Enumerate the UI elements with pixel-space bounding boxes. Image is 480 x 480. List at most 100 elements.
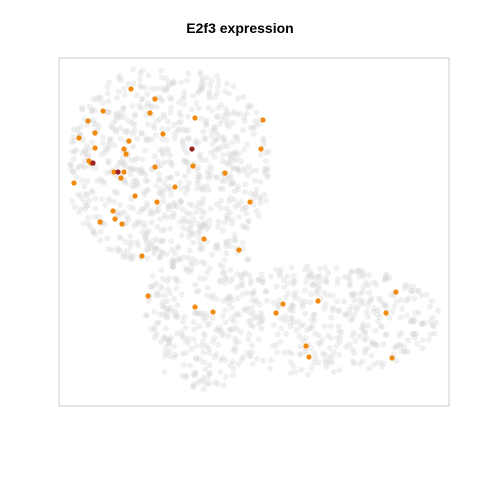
background-cell-point <box>349 332 356 339</box>
background-cell-point <box>260 138 267 145</box>
background-cell-point <box>190 216 197 223</box>
background-cell-point <box>129 119 136 126</box>
background-cell-point <box>185 134 192 141</box>
background-cell-point <box>158 267 165 274</box>
background-cell-point <box>70 169 77 176</box>
background-cell-point <box>183 372 190 379</box>
background-cell-point <box>183 77 190 84</box>
expression-point <box>222 170 228 176</box>
background-cell-point <box>142 147 149 154</box>
background-cell-point <box>154 158 161 165</box>
background-cell-point <box>108 123 115 130</box>
background-cell-point <box>142 171 149 178</box>
background-cell-point <box>250 290 257 297</box>
background-cell-point <box>114 190 120 196</box>
background-cell-point <box>307 299 314 306</box>
background-cell-point <box>245 104 252 111</box>
background-cell-point <box>414 341 421 347</box>
background-cell-point <box>312 275 319 282</box>
background-cell-point <box>164 305 170 312</box>
background-cell-point <box>194 310 201 317</box>
background-cell-point <box>130 143 137 150</box>
background-cell-point <box>306 325 313 332</box>
background-cell-point <box>92 165 98 171</box>
background-cell-point <box>190 383 197 390</box>
background-cell-point <box>148 325 154 332</box>
background-cell-point <box>201 209 208 216</box>
background-cell-point <box>227 174 234 181</box>
background-cell-point <box>131 113 138 120</box>
background-cell-point <box>304 263 311 270</box>
background-cell-point <box>221 257 228 264</box>
background-cell-point <box>173 203 180 210</box>
background-cell-point <box>132 166 139 173</box>
background-cell-point <box>232 150 239 157</box>
background-cell-point <box>81 147 88 154</box>
background-cell-point <box>383 271 390 278</box>
background-cell-point <box>71 149 78 155</box>
background-cell-point <box>208 149 215 156</box>
background-cell-point <box>237 158 244 165</box>
background-cell-point <box>297 297 303 304</box>
background-cell-point <box>302 335 309 342</box>
background-cell-point <box>180 95 187 102</box>
background-cell-point <box>195 233 202 240</box>
background-cell-point <box>203 226 210 232</box>
background-cell-point <box>411 317 418 324</box>
background-cell-point <box>334 335 341 341</box>
background-cell-point <box>287 323 294 330</box>
expression-point <box>273 310 279 316</box>
background-cell-point <box>173 285 180 292</box>
background-cell-point <box>187 269 193 276</box>
background-cell-point <box>405 283 412 290</box>
background-cell-point <box>70 126 77 133</box>
background-cell-point <box>276 272 283 279</box>
background-cell-point <box>193 209 200 216</box>
background-cell-point <box>148 103 155 110</box>
background-cell-point <box>105 142 112 149</box>
background-cell-point <box>198 185 205 192</box>
background-cell-point <box>223 105 229 112</box>
background-cell-point <box>240 127 247 134</box>
background-cell-point <box>230 347 237 353</box>
background-cell-point <box>269 342 276 349</box>
background-cell-point <box>309 281 316 288</box>
background-cell-point <box>405 337 411 344</box>
background-cell-point <box>373 342 380 349</box>
background-cell-point <box>225 150 232 157</box>
background-cell-point <box>144 121 151 128</box>
background-cell-point <box>203 122 210 129</box>
expression-point <box>126 138 132 144</box>
background-cell-point <box>330 349 337 356</box>
background-cell-point <box>265 148 272 155</box>
background-cell-point <box>161 159 168 166</box>
background-cell-point <box>139 156 146 163</box>
background-cell-point <box>413 287 420 294</box>
background-cell-point <box>245 256 252 263</box>
background-cell-point <box>157 146 163 153</box>
background-cell-point <box>218 332 225 339</box>
background-cell-point <box>324 332 331 339</box>
background-cell-point <box>238 356 245 363</box>
background-cell-point <box>288 315 295 322</box>
background-cell-point <box>158 126 165 133</box>
background-cell-point <box>90 96 97 103</box>
background-cell-point <box>257 318 264 325</box>
background-cell-point <box>209 107 216 114</box>
background-cell-point <box>241 224 248 231</box>
background-cell-point <box>415 288 422 294</box>
background-cell-point <box>175 245 181 252</box>
background-cell-point <box>94 96 101 103</box>
background-cell-point <box>256 301 263 308</box>
background-cell-point <box>158 67 165 74</box>
background-cell-point <box>393 342 400 349</box>
background-cell-point <box>93 121 100 128</box>
background-cell-point <box>180 142 187 149</box>
background-cell-point <box>149 273 156 280</box>
background-cell-point <box>78 205 84 212</box>
background-cell-point <box>245 218 251 225</box>
background-cell-point <box>214 327 221 334</box>
background-cell-point <box>179 139 186 145</box>
background-cell-point <box>173 257 180 264</box>
background-cell-point <box>374 311 381 318</box>
